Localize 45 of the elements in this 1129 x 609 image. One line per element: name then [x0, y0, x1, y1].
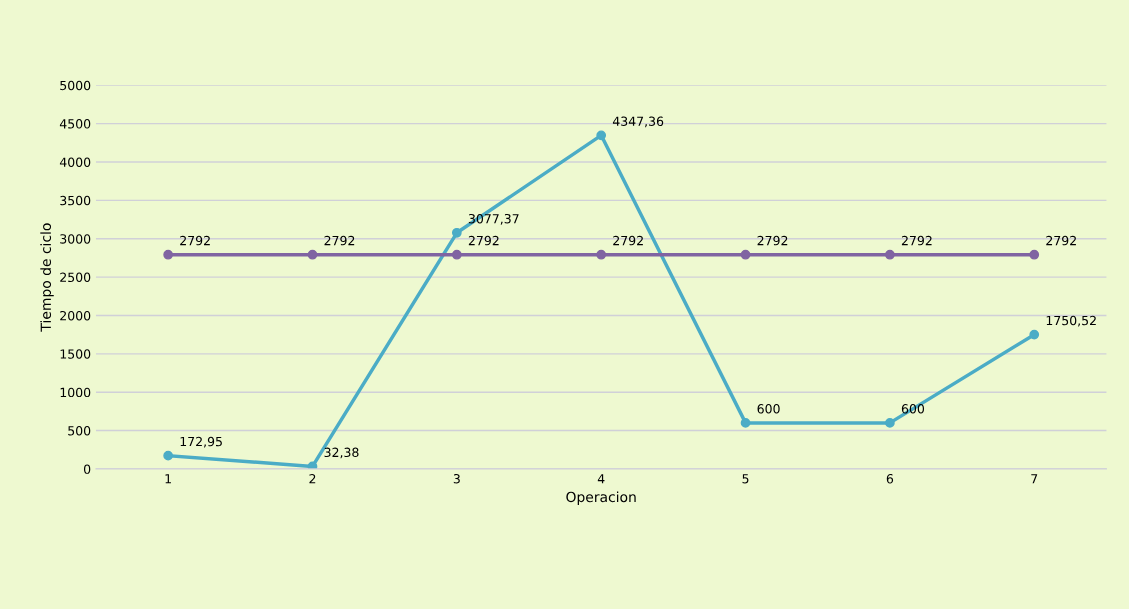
point	[163, 249, 174, 260]
data-label: 2792	[324, 235, 355, 246]
point	[596, 249, 607, 260]
point	[740, 249, 751, 260]
point	[1029, 249, 1040, 260]
data-label: 1750,52	[1046, 315, 1096, 327]
data-label: 32,38	[324, 447, 359, 459]
y-tick-label: 2500	[60, 272, 91, 283]
y-tick-label: 3000	[60, 234, 91, 244]
data-label: 2792	[1046, 235, 1076, 246]
x-tick-label: 5	[742, 474, 749, 484]
y-tick-label: 500	[68, 426, 91, 436]
y-tick-label: 1000	[60, 387, 91, 398]
x-axis-title: Operacion	[566, 491, 636, 505]
x-tick-label: 6	[886, 474, 894, 484]
point	[451, 249, 462, 260]
data-label: 2792	[901, 235, 932, 246]
data-label: 2792	[180, 235, 210, 246]
y-tick-label: 0	[83, 464, 91, 474]
data-label: 2792	[468, 235, 499, 246]
point	[885, 249, 895, 260]
y-tick-label: 3500	[60, 195, 91, 206]
point	[307, 249, 318, 260]
y-axis-title: Tiempo de ciclo	[40, 223, 54, 332]
y-tick-label: 1500	[60, 349, 91, 359]
point	[740, 418, 751, 428]
y-tick-label: 5000	[60, 80, 91, 91]
point	[1029, 329, 1040, 340]
data-label: 2792	[613, 235, 643, 246]
y-tick-label: 2000	[60, 310, 91, 321]
data-label: 600	[757, 404, 780, 414]
point	[163, 450, 174, 461]
data-label: 172,95	[180, 436, 222, 448]
y-tick-label: 4000	[59, 157, 91, 167]
x-tick-label: 1	[165, 474, 171, 484]
x-tick-label: 2	[309, 474, 316, 484]
point	[451, 227, 462, 238]
data-label: 4347,36	[612, 116, 664, 128]
point	[885, 418, 895, 428]
y-tick-label: 4500	[59, 119, 91, 129]
data-label: 2792	[757, 235, 788, 246]
x-tick-label: 7	[1031, 474, 1038, 484]
point	[596, 130, 607, 141]
x-tick-label: 3	[453, 474, 460, 484]
x-tick-label: 4	[597, 474, 605, 484]
